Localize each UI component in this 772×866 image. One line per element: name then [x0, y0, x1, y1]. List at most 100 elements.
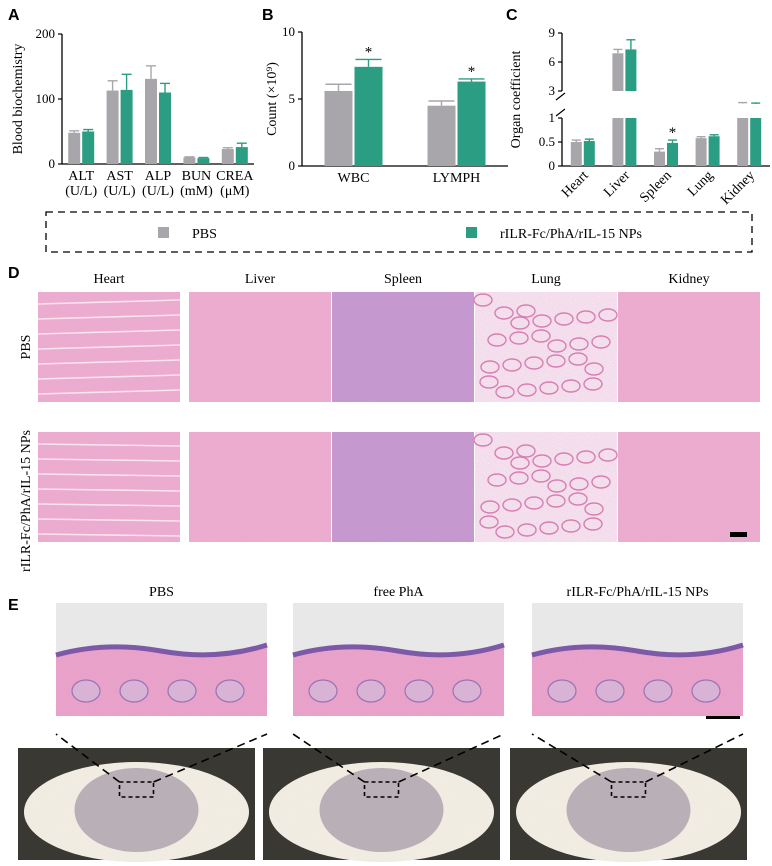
alveolus [583, 517, 603, 531]
alveolus [598, 448, 618, 462]
row-label-nps: rILR-Fc/PhA/rIL-15 NPs [19, 430, 34, 572]
he-texture [189, 432, 331, 542]
alveolus [532, 314, 552, 328]
y-tick-label: 5 [289, 91, 296, 106]
column-label-spleen: Spleen [384, 272, 422, 287]
hair-follicle [691, 679, 721, 703]
legend-label-pbs: PBS [192, 227, 217, 242]
x-category-label: LYMPH [433, 171, 481, 186]
bar-pbs [427, 105, 456, 166]
panel-c-letter: C [506, 7, 518, 24]
alveolus [532, 454, 552, 468]
muscle-fiber [37, 503, 181, 507]
shaved-skin-area [566, 768, 691, 852]
x-category-label: Kidney [718, 168, 758, 208]
alveolus [583, 377, 603, 391]
bar-pbs [737, 118, 749, 166]
bar-nps [235, 147, 248, 164]
x-category-label: WBC [338, 171, 370, 186]
alveolus [495, 525, 515, 539]
muscle-fiber [37, 473, 181, 477]
he-texture [618, 432, 760, 542]
hair-follicle [71, 679, 101, 703]
alveolus [487, 473, 507, 487]
bar-pbs [695, 138, 707, 166]
zoom-connector [645, 733, 744, 783]
alveolus [584, 362, 604, 376]
alveolus [509, 331, 529, 345]
column-label-lung: Lung [531, 272, 561, 287]
alveolus [576, 310, 596, 324]
bar-nps [625, 118, 637, 166]
panel-b-letter: B [262, 7, 274, 24]
he-texture [332, 292, 474, 402]
alveolus [516, 444, 536, 458]
bar-pbs [68, 132, 81, 164]
alveolus [510, 456, 530, 470]
muscle-fiber [37, 329, 181, 335]
x-category-label: Spleen [637, 168, 675, 206]
he-texture [332, 432, 474, 542]
hair-follicle [404, 679, 434, 703]
shaved-skin-area [74, 768, 199, 852]
skin-section-texture [293, 645, 504, 716]
alveolus [516, 304, 536, 318]
alveolus [561, 379, 581, 393]
axis-break-mark [555, 92, 566, 101]
bar-nps [625, 49, 637, 91]
alveolus [479, 375, 499, 389]
y-axis-title: Organ coefficient [509, 50, 524, 148]
x-category-label: Heart [559, 168, 592, 201]
column-label-heart: Heart [93, 272, 124, 287]
panel-d-letter: D [8, 265, 20, 282]
muscle-fiber [37, 299, 181, 305]
panel-e-letter: E [8, 597, 19, 614]
bar-nps [750, 118, 762, 166]
alveolus [502, 358, 522, 372]
alveolus [568, 352, 588, 366]
bar-pbs [183, 157, 196, 164]
he-texture [618, 292, 760, 402]
legend-swatch-nps [466, 227, 477, 238]
bar-nps [708, 136, 720, 166]
zoom-connector [398, 733, 505, 783]
skin-section-texture [532, 645, 743, 716]
panel-e-skin: PBS free PhA rILR-Fc/PhA/rIL-15 NPs [18, 585, 747, 862]
y-tick-label: 6 [549, 54, 556, 69]
he-texture [189, 292, 331, 402]
alveolus [531, 329, 551, 343]
alveolus [479, 515, 499, 529]
alveolus [591, 335, 611, 349]
epidermis-layer [531, 642, 744, 658]
muscle-fiber [37, 533, 181, 537]
epidermis-layer [292, 642, 505, 658]
bar-nps [583, 141, 595, 166]
legend-label-nps: rILR-Fc/PhA/rIL-15 NPs [500, 227, 642, 242]
x-category-label: Liver [601, 168, 633, 200]
x-category-label: ALP (U/L) [142, 169, 174, 199]
hair-follicle [547, 679, 577, 703]
alveolus [480, 360, 500, 374]
bar-pbs [612, 53, 624, 91]
chart-a-blood-biochemistry: 0 100 200 Blood biochemistry ALT (U/L)AST (U/L… [11, 26, 254, 199]
he-texture [475, 432, 617, 542]
alveolus [495, 385, 515, 399]
alveolus [480, 500, 500, 514]
panel-a-letter: A [8, 7, 20, 24]
muscle-fiber [37, 488, 181, 492]
alveolus [502, 498, 522, 512]
hair-follicle [643, 679, 673, 703]
hair-follicle [119, 679, 149, 703]
shaved-skin-area [319, 768, 444, 852]
y-tick-label: 100 [36, 91, 56, 106]
bar-nps [197, 158, 210, 164]
alveolus [554, 312, 574, 326]
alveolus [494, 446, 514, 460]
column-label-skin: PBS [149, 585, 174, 600]
significance-star: * [468, 64, 476, 80]
hair-follicle [356, 679, 386, 703]
bar-pbs [145, 78, 157, 164]
alveolus [473, 433, 493, 447]
x-category-label: ALT (U/L) [65, 169, 97, 199]
bar-nps [667, 142, 678, 166]
